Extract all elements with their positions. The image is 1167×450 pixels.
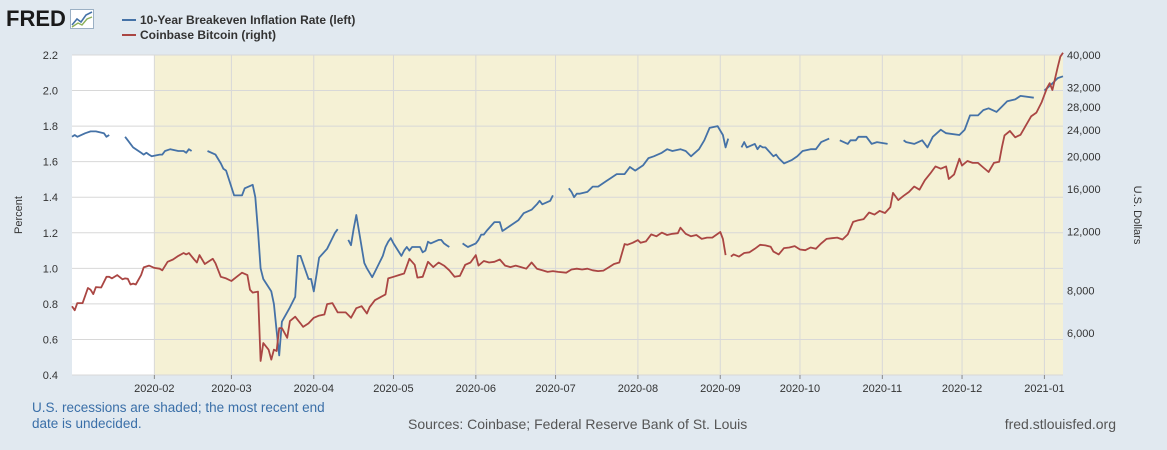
fred-logo[interactable]: FRED — [6, 6, 94, 32]
breakeven-series-line — [347, 214, 450, 279]
x-tick-label: 2020-11 — [863, 383, 903, 395]
grid-lines — [72, 54, 1063, 376]
left-tick-label: 1.6 — [43, 157, 58, 169]
x-tick-label: 2020-08 — [618, 383, 658, 395]
legend-label: 10-Year Breakeven Inflation Rate (left) — [140, 12, 356, 27]
right-tick-label: 16,000 — [1067, 184, 1101, 196]
right-axis-ticks: 6,000 8,000 12,000 16,000 20,000 24,000 28,000… — [1067, 50, 1101, 340]
x-tick-label: 2020-02 — [134, 383, 174, 395]
left-axis-ticks: 0.4 0.6 0.8 1.0 1.2 1.4 1.6 1.8 2.0 2.2 — [43, 50, 58, 382]
legend-item-bitcoin[interactable]: Coinbase Bitcoin (right) — [122, 27, 355, 42]
x-tick-label: 2020-06 — [456, 383, 496, 395]
breakeven-series-line — [71, 130, 110, 138]
left-tick-label: 1.2 — [43, 228, 58, 240]
x-tick-label: 2020-10 — [780, 383, 820, 395]
x-tick-label: 2020-12 — [942, 383, 982, 395]
breakeven-series-line — [462, 194, 554, 248]
breakeven-series-line — [839, 135, 888, 145]
left-tick-label: 1.8 — [43, 121, 58, 133]
x-tick-label: 2020-03 — [211, 383, 251, 395]
site-link[interactable]: fred.stlouisfed.org — [1004, 416, 1116, 432]
left-tick-label: 2.2 — [43, 50, 58, 62]
right-tick-label: 6,000 — [1067, 328, 1095, 340]
x-tick-label: 2020-04 — [294, 383, 334, 395]
breakeven-series-line — [903, 95, 1034, 149]
left-axis-title: Percent — [13, 196, 25, 234]
right-tick-label: 12,000 — [1067, 226, 1101, 238]
legend-swatch-blue — [122, 18, 136, 21]
sources-text: Sources: Coinbase; Federal Reserve Bank … — [408, 416, 748, 432]
x-tick-label: 2020-07 — [535, 383, 575, 395]
left-tick-label: 0.6 — [43, 334, 58, 346]
recession-shading — [154, 55, 1063, 375]
breakeven-series-line — [740, 137, 830, 165]
right-tick-label: 28,000 — [1067, 102, 1101, 114]
left-tick-label: 2.0 — [43, 86, 58, 98]
legend-item-breakeven[interactable]: 10-Year Breakeven Inflation Rate (left) — [122, 12, 355, 27]
recession-note: U.S. recessions are shaded; the most rec… — [32, 400, 325, 431]
right-tick-label: 24,000 — [1067, 125, 1101, 137]
left-tick-label: 1.0 — [43, 263, 58, 275]
x-tick-label: 2020-05 — [373, 383, 413, 395]
left-tick-label: 0.8 — [43, 299, 58, 311]
chart-legend: 10-Year Breakeven Inflation Rate (left) … — [122, 12, 355, 42]
right-tick-label: 32,000 — [1067, 83, 1101, 95]
right-tick-label: 20,000 — [1067, 152, 1101, 164]
breakeven-series-line — [124, 136, 193, 158]
right-tick-label: 40,000 — [1067, 50, 1101, 62]
legend-swatch-red — [122, 33, 136, 36]
x-axis-ticks: 2020-02 2020-03 2020-04 2020-05 2020-06 2020-… — [134, 375, 1065, 395]
left-tick-label: 1.4 — [43, 192, 58, 204]
logo-text: FRED — [6, 6, 66, 31]
x-tick-label: 2021-01 — [1024, 383, 1064, 395]
x-tick-label: 2020-09 — [700, 383, 740, 395]
right-tick-label: 8,000 — [1067, 286, 1095, 298]
bitcoin-series-line — [71, 226, 727, 362]
series-lines — [71, 52, 1064, 362]
right-axis-title: U.S. Dollars — [1131, 186, 1143, 245]
left-tick-label: 0.4 — [43, 370, 58, 382]
chart-line-icon — [69, 9, 94, 29]
breakeven-series-line — [207, 150, 339, 357]
breakeven-series-line — [568, 125, 730, 199]
bitcoin-series-line — [730, 52, 1064, 258]
legend-label: Coinbase Bitcoin (right) — [140, 27, 276, 42]
